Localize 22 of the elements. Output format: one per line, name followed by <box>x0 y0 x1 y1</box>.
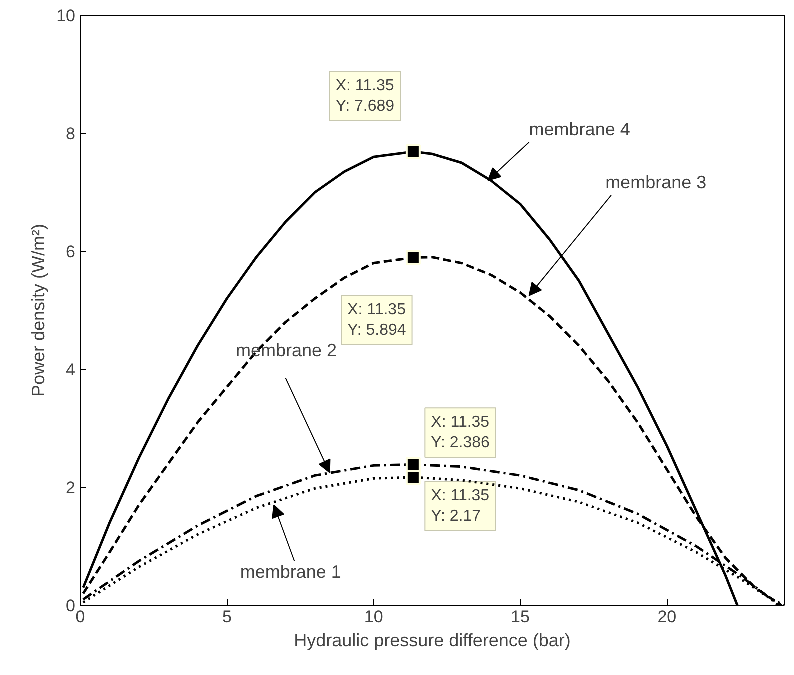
point <box>406 470 421 485</box>
data-label: X: 11.35 Y: 2.17 <box>431 488 490 525</box>
point <box>406 144 421 160</box>
text: membrane 4 <box>529 119 630 140</box>
point <box>406 250 421 266</box>
x-tick-label: 20 <box>658 608 677 626</box>
text: membrane 2 <box>236 340 338 361</box>
y-tick-label: 8 <box>66 124 76 144</box>
x-axis-title: Hydraulic pressure difference (bar) <box>294 630 571 650</box>
y-tick-label: 2 <box>66 478 76 498</box>
y-tick-label: 6 <box>66 242 76 262</box>
x-tick-label: 10 <box>364 608 384 626</box>
data-label: X: 11.35 Y: 5.894 <box>348 302 406 339</box>
data-label: X: 11.35 Y: 7.689 <box>336 78 395 116</box>
data-label: X: 11.35 Y: 2.386 <box>431 414 490 452</box>
y-axis-title: Power density (W/m²) <box>28 224 49 398</box>
x-tick-label: 15 <box>511 608 530 626</box>
text: membrane 3 <box>606 172 707 192</box>
text: membrane 1 <box>240 562 342 582</box>
x-tick-label: 5 <box>222 608 232 626</box>
y-tick-label: 4 <box>66 360 76 380</box>
y-tick-label: 10 <box>56 6 76 26</box>
